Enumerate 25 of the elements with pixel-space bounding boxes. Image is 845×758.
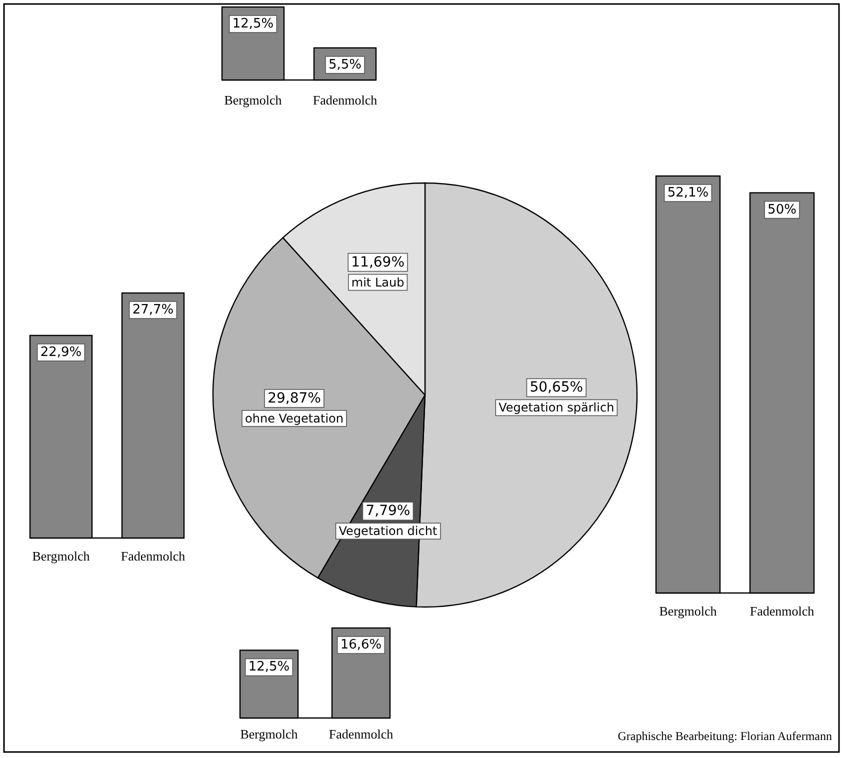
data-label: 12,5% <box>248 660 290 675</box>
data-label: 7,79% <box>366 503 410 520</box>
data-label: 27,7% <box>132 302 174 318</box>
data-label: 5,5% <box>328 57 362 72</box>
x-tick-label: Fadenmolch <box>328 726 394 742</box>
data-label: 29,87% <box>268 390 321 406</box>
data-label: 16,6% <box>340 638 382 652</box>
x-tick-label: Fadenmolch <box>750 604 815 618</box>
x-tick-label: Bergmolch <box>224 92 282 108</box>
x-tick-label: Fadenmolch <box>312 92 378 108</box>
data-label: 12,5% <box>232 16 274 32</box>
data-label: 22,9% <box>40 344 82 360</box>
x-tick-label: Fadenmolch <box>120 548 186 564</box>
slice-label: mit Laub <box>351 275 404 290</box>
x-tick-label: Bergmolch <box>659 604 718 618</box>
slice-label: ohne Vegetation <box>245 411 344 426</box>
data-label: 11,69% <box>351 254 404 270</box>
data-label: 52,1% <box>667 186 709 200</box>
x-tick-label: Bergmolch <box>240 726 298 742</box>
slice-label: Vegetation spärlich <box>498 400 614 415</box>
legend-label: Vegetation dicht <box>338 524 438 538</box>
text: Graphische Bearbeitung: Florian Aufermann <box>618 729 832 743</box>
x-tick-label: Bergmolch <box>32 548 90 564</box>
data-label: 50% <box>768 202 796 218</box>
data-label: 50,65% <box>530 380 584 396</box>
